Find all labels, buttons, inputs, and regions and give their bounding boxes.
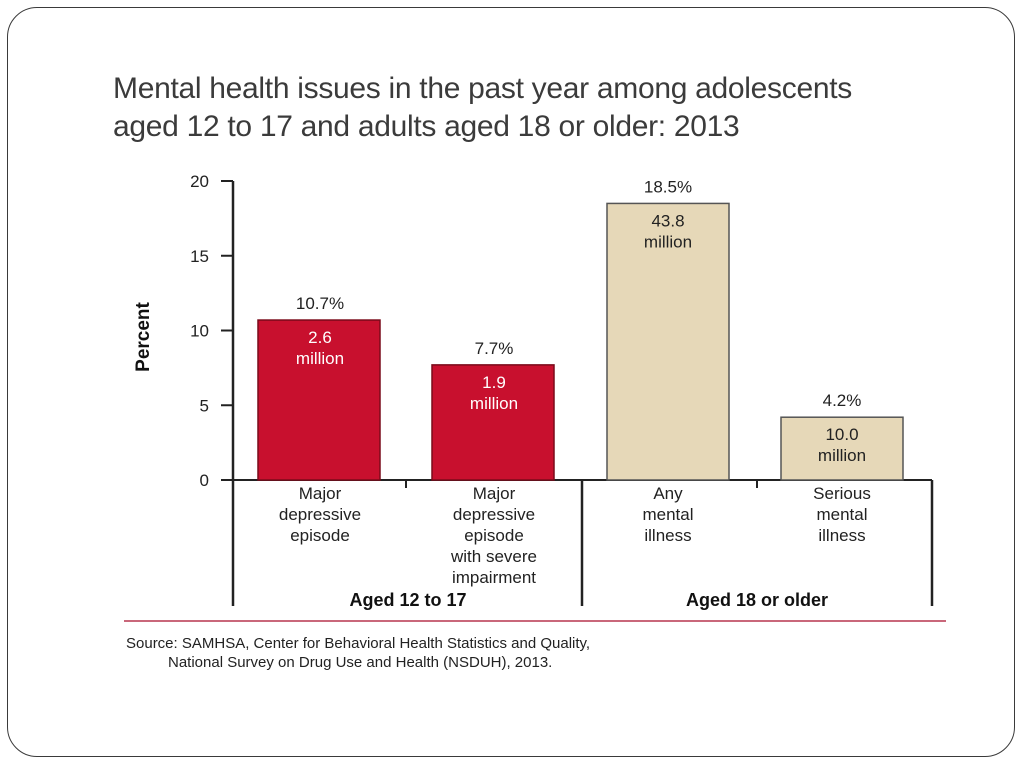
bar-count-label: million: [818, 446, 866, 465]
title-line-1: Mental health issues in the past year am…: [113, 72, 852, 105]
bar-count-label: million: [296, 349, 344, 368]
bar: [257, 319, 381, 481]
category-label: Major: [473, 484, 516, 503]
source-line-2: National Survey on Drug Use and Health (…: [168, 654, 553, 671]
bar-count-label: 10.0: [825, 425, 858, 444]
y-tick-label: 20: [190, 172, 209, 191]
y-tick-label: 15: [190, 247, 209, 266]
bar-value-label: 4.2%: [823, 391, 862, 410]
bar-count-label: million: [470, 394, 518, 413]
bar: [606, 202, 730, 481]
category-label: Serious: [813, 484, 871, 503]
bar-value-label: 18.5%: [644, 177, 692, 196]
slide-title: Mental health issues in the past year am…: [113, 70, 973, 146]
category-label: mental: [642, 505, 693, 524]
title-line-2: aged 12 to 17 and adults aged 18 or olde…: [113, 110, 740, 143]
source-line-1: Source: SAMHSA, Center for Behavioral He…: [126, 635, 591, 652]
y-tick-label: 5: [200, 396, 209, 415]
category-label: illness: [818, 526, 865, 545]
category-label: depressive: [279, 505, 361, 524]
bar-count-label: 2.6: [308, 328, 332, 347]
y-tick-label: 0: [200, 471, 209, 490]
bar-count-label: million: [644, 232, 692, 251]
category-label: impairment: [452, 568, 536, 587]
y-axis-label: Percent: [133, 301, 154, 371]
bar-count-label: 1.9: [482, 373, 506, 392]
category-label: Any: [653, 484, 683, 503]
bar-value-label: 7.7%: [475, 339, 514, 358]
bar: [780, 416, 904, 481]
group-label: Aged 12 to 17: [349, 590, 466, 610]
y-tick-label: 10: [190, 322, 209, 341]
category-label: with severe: [450, 547, 537, 566]
category-label: Major: [299, 484, 342, 503]
category-label: episode: [464, 526, 524, 545]
bar-value-label: 10.7%: [296, 294, 344, 313]
group-label: Aged 18 or older: [686, 590, 828, 610]
category-label: mental: [816, 505, 867, 524]
category-label: depressive: [453, 505, 535, 524]
source-note: Source: SAMHSA, Center for Behavioral He…: [126, 634, 906, 672]
category-label: illness: [644, 526, 691, 545]
bar: [431, 364, 555, 481]
bar-count-label: 43.8: [651, 211, 684, 230]
category-label: episode: [290, 526, 350, 545]
